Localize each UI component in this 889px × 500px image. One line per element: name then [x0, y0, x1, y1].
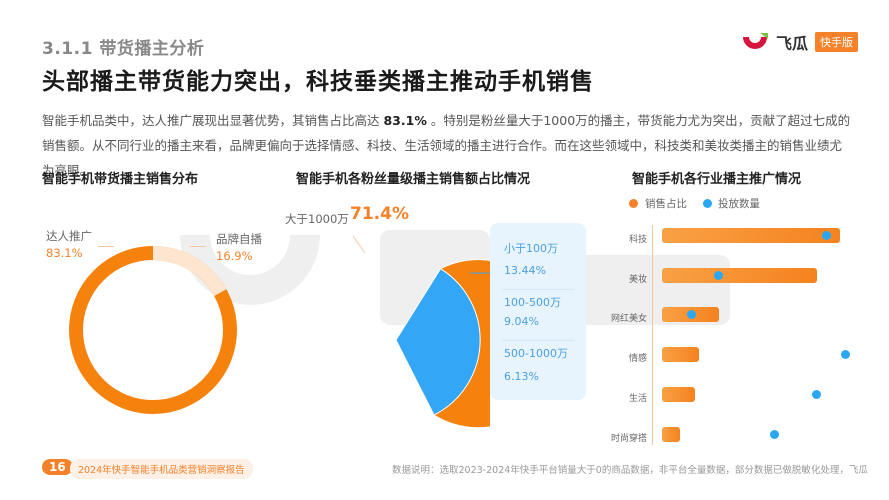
pie-chart-title: 智能手机各粉丝量级播主销售额占比情况 [296, 172, 531, 187]
dot-count-influencer [687, 310, 696, 319]
dot-count-beauty [714, 271, 723, 280]
logo-text: 飞瓜 [776, 34, 809, 53]
donut-chart [69, 246, 237, 414]
page-headline: 头部播主带货能力突出，科技垂类播主推动手机销售 [42, 69, 594, 95]
bar-label-beauty: 美妆 [628, 275, 647, 285]
bar-sales-fashion [662, 427, 680, 442]
logo-badge: 快手版 [815, 32, 859, 52]
data-note: 数据说明：选取2023-2024年快手平台销量大于0的商品数据，非平台全量数据，… [392, 465, 868, 476]
legend-label-under-100w: 小于100万 [504, 242, 558, 255]
summary-paragraph: 智能手机品类中，达人推广展现出显著优势，其销售占比高达 83.1% 。特别是粉丝… [42, 108, 852, 183]
donut-label-influencer: 达人推广 [46, 229, 92, 243]
summary-text-1: 智能手机品类中，达人推广展现出显著优势，其销售占比高达 [42, 113, 384, 128]
pie-legend-box: 小于100万 13.44% 100-500万 9.04% 500-1000万 6… [490, 223, 586, 400]
bar-chart-title: 智能手机各行业播主推广情况 [632, 172, 802, 187]
bar-label-life: 生活 [628, 394, 647, 404]
legend-divider [502, 340, 574, 341]
summary-highlight: 83.1% [383, 113, 427, 128]
bar-label-tech: 科技 [628, 235, 647, 245]
bar-label-fashion: 时尚穿搭 [610, 434, 647, 444]
legend-label-500-1000w: 500-1000万 [504, 347, 568, 360]
page-number: 16 [42, 459, 73, 475]
bar-label-influencer: 网红美女 [610, 314, 647, 324]
legend-value-100-500w: 9.04% [504, 315, 539, 328]
donut-value-influencer: 83.1% [46, 246, 83, 260]
legend-count-dot-icon [703, 199, 712, 208]
donut-leader-left [98, 246, 114, 247]
bar-sales-emotion [662, 347, 699, 362]
legend-value-500-1000w: 6.13% [504, 370, 539, 383]
bar-sales-beauty [662, 268, 817, 283]
donut-leader-right [190, 246, 206, 247]
report-title: 2024年快手智能手机品类营销洞察报告 [70, 459, 253, 479]
summary-text-2: 。特别是粉丝量大于1000万的播主，带货能力尤为突出，贡献了超过七成的销售额。从… [42, 113, 851, 178]
bar-sales-life [662, 387, 695, 402]
brand-logo: 飞瓜 快手版 [740, 30, 859, 54]
legend-label-100-500w: 100-500万 [504, 296, 561, 309]
donut-label-brand: 品牌自播 [216, 232, 262, 246]
pie-label-main: 大于1000万 [285, 212, 349, 226]
donut-value-brand: 16.9% [216, 249, 253, 263]
pie-value-main: 71.4% [350, 204, 409, 224]
feigua-logo-icon [743, 33, 768, 49]
pie-chart [352, 235, 490, 428]
legend-sales-dot-icon [629, 199, 638, 208]
legend-value-under-100w: 13.44% [504, 264, 546, 277]
donut-chart-title: 智能手机带货播主销售分布 [42, 172, 199, 187]
section-title: 3.1.1 带货播主分析 [42, 39, 205, 59]
dot-count-tech [822, 231, 831, 240]
dot-count-life [812, 390, 821, 399]
legend-count-label: 投放数量 [718, 198, 760, 210]
dot-count-fashion [770, 430, 779, 439]
bar-axis-line [652, 225, 653, 445]
legend-divider [502, 289, 574, 290]
legend-sales-label: 销售占比 [645, 198, 687, 210]
bar-sales-tech [662, 228, 840, 243]
bar-label-emotion: 情感 [628, 354, 647, 364]
dot-count-emotion [841, 350, 850, 359]
